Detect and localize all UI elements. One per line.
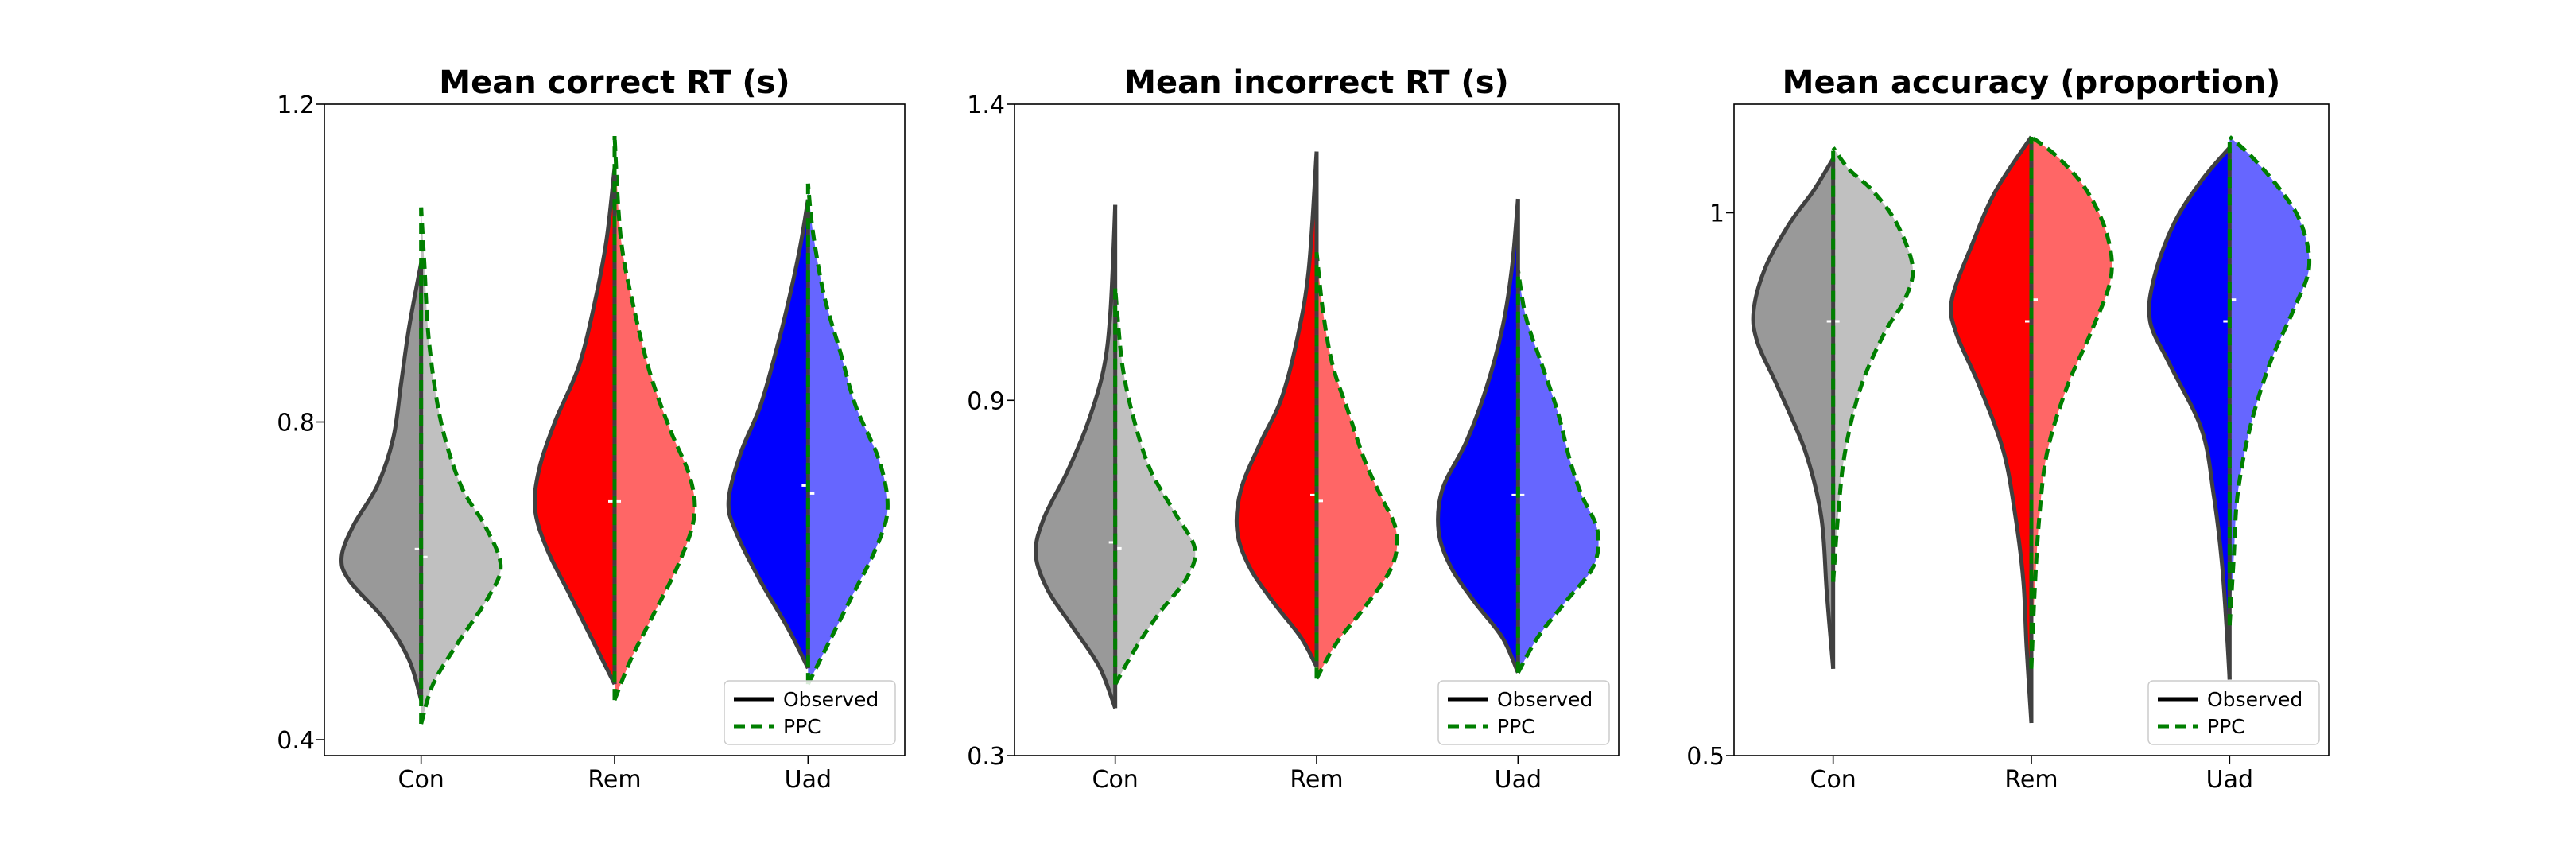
legend-box [2147,680,2320,745]
violin-observed-fill [1236,151,1317,667]
x-tick-label: Rem [2004,766,2058,794]
violin-ppc-outline [2029,135,2114,669]
x-tick-label: Uad [1495,766,1542,794]
violin-ppc-fill [2229,137,2310,626]
legend-observed-label: Observed [783,688,879,711]
violin-observed-outline [1751,157,1836,670]
violin-ppc-fill [1115,287,1196,685]
violin-ppc-fill [1317,252,1398,679]
violin-ppc-outline [1314,251,1399,680]
violin-observed-outline [2147,146,2232,680]
y-tick-label: 0.3 [967,743,1005,771]
violin-ppc-outline [1113,287,1197,686]
violin-ppc-fill [2031,137,2112,669]
violin-observed-fill [1437,199,1519,673]
violin-observed-fill [1753,158,1833,669]
violin-observed-outline [339,262,424,701]
chart-panel-2: Mean incorrect RT (s) 0.3 0.9 1.4 Con Rem Uad O… [967,64,1620,794]
y-tick-label: 0.5 [1686,743,1724,771]
violin-con [1034,204,1197,709]
x-tick-label: Con [1092,766,1139,794]
legend-box [724,680,896,745]
legend-box [1437,680,1610,745]
violin-observed-outline [1436,198,1520,674]
violin-ppc-outline [1515,270,1601,674]
legend: Observed PPC [2147,680,2320,745]
violin-ppc-outline [2227,135,2312,626]
legend-ppc-label: PPC [783,715,821,738]
legend-ppc-label: PPC [1497,715,1535,738]
y-tick-label: 0.8 [277,410,315,437]
violin-observed-fill [534,167,615,685]
violin-ppc-fill [1518,270,1599,673]
violin-observed-outline [1234,151,1319,668]
legend: Observed PPC [1437,680,1610,745]
violin-uad [726,183,890,686]
violin-ppc-fill [615,136,695,701]
x-tick-label: Con [398,766,444,794]
legend-observed-label: Observed [1497,688,1593,711]
violin-observed-outline [532,167,617,686]
chart-title: Mean correct RT (s) [439,64,789,101]
violin-rem [532,135,697,702]
violin-ppc-outline [805,183,890,686]
y-tick-label: 1.4 [967,91,1005,119]
x-tick-label: Rem [588,766,641,794]
y-tick-label: 0.9 [967,387,1005,415]
chart-title: Mean incorrect RT (s) [1124,64,1509,101]
violin-observed-outline [1034,204,1118,709]
violin-uad [1436,198,1601,674]
y-tick-label: 1 [1709,200,1724,228]
violin-ppc-outline [612,135,697,702]
violin-observed-fill [2148,147,2230,680]
violin-ppc-fill [1833,147,1913,582]
chart-panel-1: Mean correct RT (s) 0.4 0.8 1.2 Con Rem Uad Obs… [277,64,906,794]
chart-title: Mean accuracy (proportion) [1783,64,2281,101]
violin-observed-outline [726,199,810,670]
violin-uad [2147,135,2312,680]
violin-con [339,207,503,725]
legend-observed-label: Observed [2207,688,2302,711]
violin-ppc-fill [808,183,888,685]
violin-rem [1234,151,1399,680]
violin-con [1751,146,1915,670]
x-tick-label: Con [1810,766,1856,794]
violin-observed-fill [1950,137,2031,723]
violin-ppc-fill [421,207,501,724]
chart-panel-3: Mean accuracy (proportion) 0.5 1 Con Rem Uad O… [1686,64,2330,794]
y-tick-label: 1.2 [277,91,315,119]
x-tick-label: Uad [785,766,832,794]
violin-observed-fill [728,199,809,669]
y-tick-label: 0.4 [277,727,315,755]
violin-observed-outline [1949,135,2034,724]
x-tick-label: Rem [1290,766,1343,794]
legend-ppc-label: PPC [2207,715,2245,738]
violin-ppc-outline [1831,146,1915,582]
x-tick-label: Uad [2206,766,2253,794]
legend: Observed PPC [724,680,896,745]
violin-rem [1949,135,2114,724]
